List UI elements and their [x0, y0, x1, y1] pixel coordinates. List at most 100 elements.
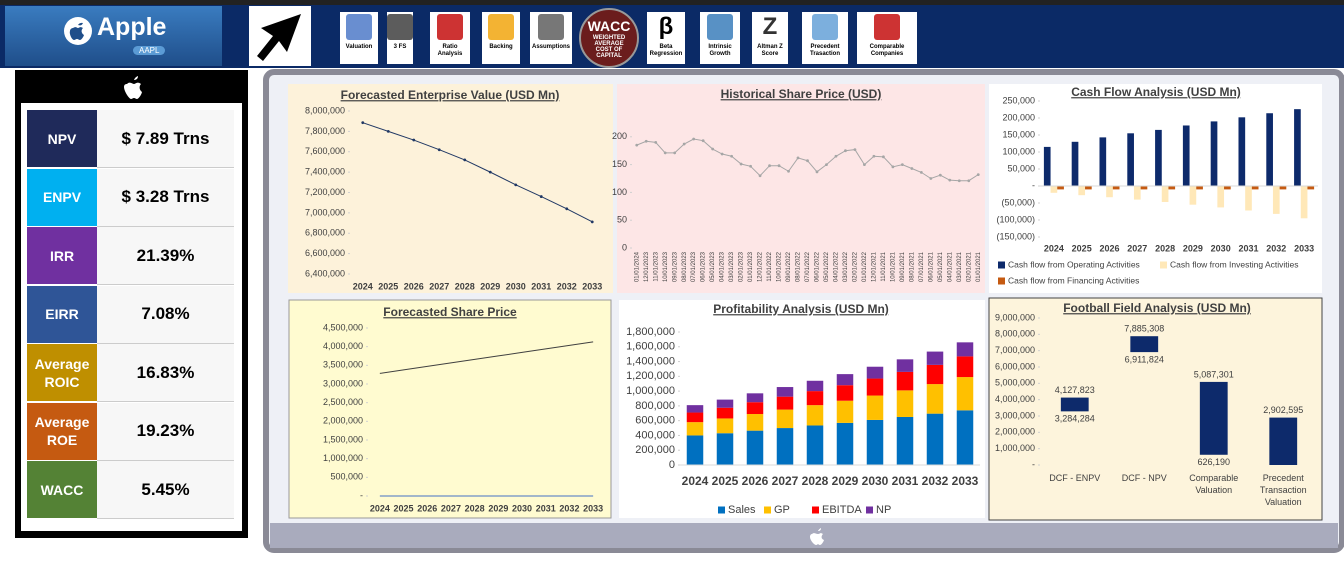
bar	[1050, 186, 1058, 193]
chart-title: Football Field Analysis (USD Mn)	[1063, 301, 1251, 315]
nav-label: Precedent Trasaction	[809, 44, 840, 57]
bar	[1161, 186, 1169, 202]
kpi-label: ENPV	[27, 168, 97, 226]
bar	[746, 402, 764, 415]
chart-background	[288, 299, 612, 519]
range-bar	[1130, 336, 1159, 353]
bar	[866, 395, 884, 420]
bar	[776, 387, 794, 397]
point	[891, 165, 895, 169]
legend-label: Cash flow from Investing Activities	[1170, 259, 1299, 269]
x-tick-label: 08/01/2022	[796, 251, 802, 282]
nav-item[interactable]: Ratio Analysis	[430, 12, 470, 64]
nav-item[interactable]: β Beta Regression	[647, 12, 685, 64]
kpi-label: EIRR	[27, 285, 97, 343]
nav-item[interactable]: Comparable Companies	[857, 12, 917, 64]
y-tick-label: 6,000,000	[995, 361, 1035, 371]
kpi-value: 19.23%	[97, 402, 234, 461]
point	[720, 152, 724, 156]
bar	[806, 405, 824, 426]
x-tick-label: 07/01/2023	[691, 251, 697, 282]
x-tick-label: 04/01/2022	[834, 251, 840, 282]
bar	[746, 430, 764, 465]
value-label: 5,087,301	[1194, 369, 1234, 379]
x-tick-label: 06/01/2023	[701, 251, 707, 282]
y-tick-label: 100,000	[1002, 146, 1035, 156]
point	[777, 164, 781, 168]
x-tick-label: 03/01/2022	[843, 251, 849, 282]
x-tick-label: 11/01/2021	[881, 251, 887, 281]
x-tick-label: 2031	[892, 474, 919, 488]
x-tick-label: 2025	[1072, 243, 1092, 253]
bar	[1099, 137, 1107, 186]
bar	[1266, 113, 1273, 186]
nav-item[interactable]: Precedent Trasaction	[802, 12, 848, 64]
bar	[1112, 186, 1120, 190]
x-tick-label: 2031	[1238, 243, 1258, 253]
legend-label: Cash flow from Financing Activities	[1008, 275, 1139, 285]
nav-item[interactable]: 3 FS	[387, 12, 413, 64]
bar	[806, 391, 824, 406]
y-tick-label: 100	[612, 187, 627, 197]
x-tick-label: 2032	[557, 281, 577, 291]
legend-label: EBITDA	[822, 504, 862, 516]
y-tick-label: 500,000	[330, 472, 363, 482]
y-tick-label: 50	[617, 215, 627, 225]
nav-item[interactable]: WACC WEIGHTED AVERAGE COST OF CAPITAL	[578, 8, 640, 68]
nav-label: 3 FS	[393, 44, 407, 50]
legend-swatch	[812, 506, 819, 514]
line	[379, 341, 594, 374]
bar	[686, 412, 704, 423]
bar	[1168, 186, 1176, 190]
bar	[896, 416, 914, 465]
nav-item[interactable]: Assumptions	[530, 12, 572, 64]
chart-title: Profitability Analysis (USD Mn)	[713, 302, 889, 316]
y-tick-label: 1,000,000	[323, 453, 363, 463]
y-tick-label: 5,000,000	[995, 378, 1035, 388]
nav-label: WACC	[587, 18, 631, 34]
nav-icon	[437, 14, 463, 40]
company-box[interactable]: Apple AAPL	[5, 6, 222, 66]
legend-swatch	[866, 506, 873, 514]
x-tick-label: 2030	[506, 281, 526, 291]
nav-item[interactable]: Valuation	[340, 12, 378, 64]
nav-icon	[874, 14, 900, 40]
bar	[1238, 117, 1246, 186]
point	[386, 129, 390, 133]
nav-item[interactable]: Z Altman Z Score	[752, 12, 788, 64]
point	[815, 170, 819, 174]
bar	[686, 435, 704, 465]
point	[539, 195, 543, 198]
point	[787, 169, 790, 173]
x-tick-label: 09/01/2022	[786, 251, 792, 282]
point	[437, 148, 441, 152]
x-tick-label: 2025	[394, 503, 414, 513]
x-tick-label: 04/01/2021	[947, 251, 953, 282]
x-tick-label: 2028	[465, 503, 485, 513]
point	[488, 170, 492, 174]
nav-item[interactable]: Backing	[482, 12, 520, 64]
x-tick-label: 10/01/2023	[663, 251, 669, 282]
y-tick-label: 7,400,000	[305, 167, 345, 177]
y-tick-label: 250,000	[1002, 95, 1035, 105]
y-tick-label: 7,600,000	[305, 146, 345, 156]
y-tick-label: 200,000	[1002, 112, 1035, 122]
x-tick-label: 2030	[512, 503, 532, 513]
nav-label: Intrinsic Growth	[708, 44, 732, 57]
nav-item[interactable]: Intrinsic Growth	[700, 12, 740, 64]
point	[919, 170, 923, 174]
y-tick-label: 2,000,000	[323, 416, 363, 426]
bar	[1217, 186, 1225, 208]
apple-logo	[810, 528, 824, 545]
point	[590, 220, 594, 224]
x-tick-label: 2024	[682, 474, 709, 488]
chart-background	[617, 84, 985, 293]
cursor-button[interactable]	[249, 6, 311, 66]
y-tick-label: 1,200,000	[626, 370, 675, 382]
legend-label: NP	[876, 504, 891, 516]
x-tick-label: 2030	[1211, 243, 1231, 253]
nav-label: Ratio Analysis	[437, 44, 463, 57]
x-tick-label: 2033	[582, 281, 602, 291]
value-label: 3,284,284	[1055, 414, 1095, 424]
bar	[1078, 186, 1086, 196]
